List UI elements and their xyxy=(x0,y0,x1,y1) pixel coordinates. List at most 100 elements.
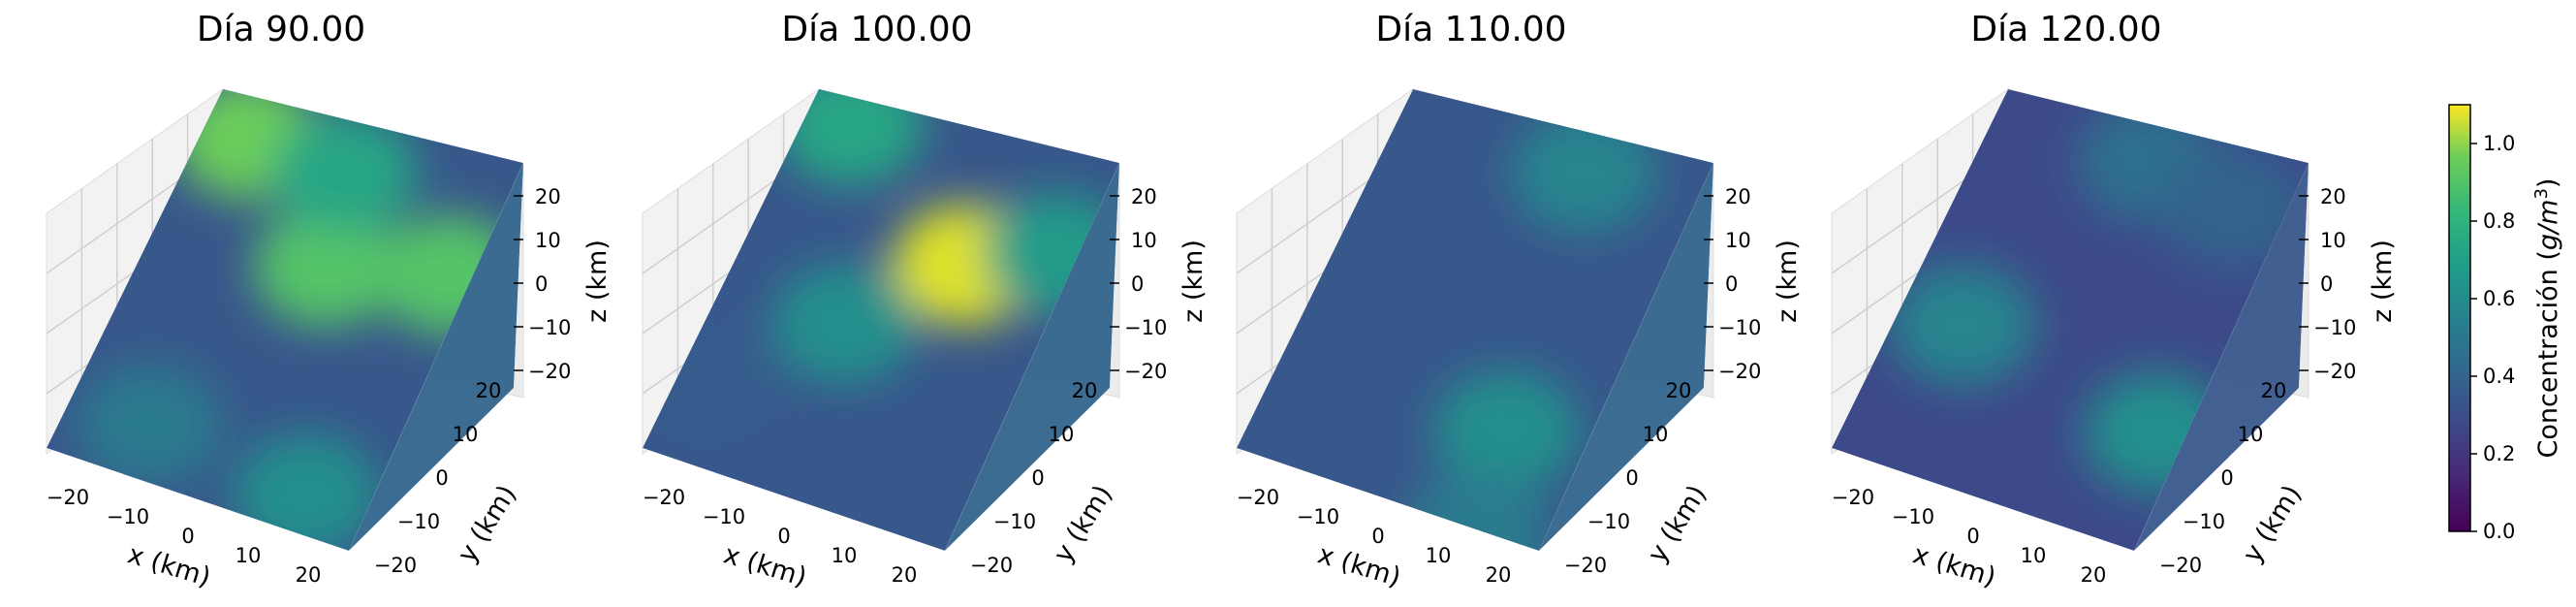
z-axis-label: z (km) xyxy=(1178,240,1209,323)
z-tick-label: 0 xyxy=(2320,272,2333,296)
x-tick-label: 0 xyxy=(1371,525,1384,548)
x-tick-label: 10 xyxy=(832,544,858,567)
x-tick-label: 20 xyxy=(892,563,918,587)
y-tick-label: −20 xyxy=(374,554,417,577)
x-axis-label: x (km) xyxy=(1314,539,1404,592)
y-tick-label: 10 xyxy=(1049,423,1075,446)
z-tick-label: −10 xyxy=(2313,316,2356,339)
x-axis-label: x (km) xyxy=(720,539,810,592)
colorbar-tick-label: 0.2 xyxy=(2483,442,2515,465)
side-surface xyxy=(1539,163,1713,551)
colorbar-tick-label: 0.0 xyxy=(2483,520,2515,543)
z-axis: 20 10 0 −10 −20 z (km) xyxy=(1704,185,1803,383)
z-axis: 20 10 0 −10 −20 z (km) xyxy=(2299,185,2398,383)
colorbar-tick-label: 0.8 xyxy=(2483,209,2515,233)
front-surface xyxy=(47,89,523,551)
x-tick-label: −10 xyxy=(107,505,149,528)
z-tick-label: 10 xyxy=(1725,229,1751,252)
z-axis-label: z (km) xyxy=(582,240,613,323)
y-tick-label: 0 xyxy=(1031,466,1044,490)
y-tick-label: −20 xyxy=(970,554,1013,577)
x-tick-label: 0 xyxy=(181,525,194,548)
side-surface xyxy=(349,163,523,551)
colorbar-tick-label: 1.0 xyxy=(2483,132,2515,155)
concentration-blob xyxy=(271,112,418,233)
y-tick-label: 0 xyxy=(435,466,448,490)
colorbar-tick-label: 0.4 xyxy=(2483,365,2515,388)
side-surface xyxy=(2134,163,2309,551)
y-axis-label: y (km) xyxy=(1048,480,1118,568)
concentration-blob xyxy=(1433,370,1580,492)
concentration-blob xyxy=(1890,265,2036,386)
x-axis-label: x (km) xyxy=(1909,539,1999,592)
y-axis-label: y (km) xyxy=(1642,480,1712,568)
y-tick-label: −10 xyxy=(2183,510,2225,533)
z-axis-label: z (km) xyxy=(1773,240,1803,323)
concentration-blob xyxy=(253,207,399,328)
x-tick-label: −20 xyxy=(643,486,685,509)
z-tick-label: −10 xyxy=(1124,316,1167,339)
colorbar-tick-label: 0.6 xyxy=(2483,287,2515,310)
y-tick-label: 20 xyxy=(1072,379,1098,402)
y-tick-label: −20 xyxy=(1564,554,1607,577)
y-tick-label: −10 xyxy=(1587,510,1630,533)
panel-title: Día 110.00 xyxy=(1375,10,1566,49)
y-tick-label: 10 xyxy=(2238,423,2264,446)
y-axis-label: y (km) xyxy=(452,480,522,568)
x-tick-label: −20 xyxy=(1237,486,1279,509)
x-tick-label: 10 xyxy=(2021,544,2047,567)
panel-title: Día 100.00 xyxy=(781,10,972,49)
panel-title: Día 90.00 xyxy=(197,10,365,49)
z-tick-label: 20 xyxy=(1131,185,1157,208)
z-tick-label: −10 xyxy=(528,316,571,339)
side-surface xyxy=(945,163,1119,551)
x-tick-label: −10 xyxy=(1892,505,1934,528)
x-tick-label: −10 xyxy=(703,505,745,528)
z-tick-label: 0 xyxy=(1131,272,1144,296)
y-tick-label: −10 xyxy=(993,510,1036,533)
x-tick-label: 0 xyxy=(1966,525,1979,548)
panel-title: Día 120.00 xyxy=(1970,10,2161,49)
y-tick-label: 0 xyxy=(1625,466,1638,490)
z-tick-label: −10 xyxy=(1718,316,1761,339)
y-tick-label: −10 xyxy=(397,510,440,533)
concentration-blob xyxy=(771,264,918,385)
colorbar-label: Concentración (g/m3) xyxy=(2531,178,2564,459)
x-tick-label: −20 xyxy=(1832,486,1874,509)
z-tick-label: 10 xyxy=(1131,229,1157,252)
x-tick-label: 20 xyxy=(2081,563,2107,587)
front-surface xyxy=(1832,89,2309,551)
z-tick-label: 10 xyxy=(2320,229,2346,252)
z-tick-label: 20 xyxy=(2320,185,2346,208)
y-tick-label: 0 xyxy=(2220,466,2233,490)
front-surface xyxy=(1237,89,1713,551)
y-tick-label: 20 xyxy=(2261,379,2287,402)
colorbar: 0.0 0.2 0.4 0.6 0.8 1.0 Concentración (g/m3) xyxy=(2448,104,2564,543)
z-tick-label: 20 xyxy=(1725,185,1751,208)
concentration-blob xyxy=(1405,469,1552,551)
x-tick-label: 20 xyxy=(296,563,322,587)
z-axis: 20 10 0 −10 −20 z (km) xyxy=(514,185,613,383)
z-tick-label: −20 xyxy=(528,360,571,383)
z-tick-label: −20 xyxy=(1124,360,1167,383)
z-tick-label: 0 xyxy=(535,272,548,296)
x-tick-label: 10 xyxy=(236,544,262,567)
y-tick-label: 10 xyxy=(453,423,479,446)
concentration-blob xyxy=(77,364,223,485)
concentration-blob xyxy=(1511,112,1657,233)
z-axis: 20 10 0 −10 −20 z (km) xyxy=(1110,185,1209,383)
y-tick-label: 20 xyxy=(1666,379,1692,402)
y-tick-label: −20 xyxy=(2159,554,2202,577)
z-tick-label: −20 xyxy=(1718,360,1761,383)
z-axis-label: z (km) xyxy=(2368,240,2398,323)
z-tick-label: 20 xyxy=(535,185,561,208)
x-tick-label: 10 xyxy=(1426,544,1452,567)
x-tick-label: 20 xyxy=(1486,563,1512,587)
colorbar-ticks: 0.0 0.2 0.4 0.6 0.8 1.0 xyxy=(2470,132,2515,543)
